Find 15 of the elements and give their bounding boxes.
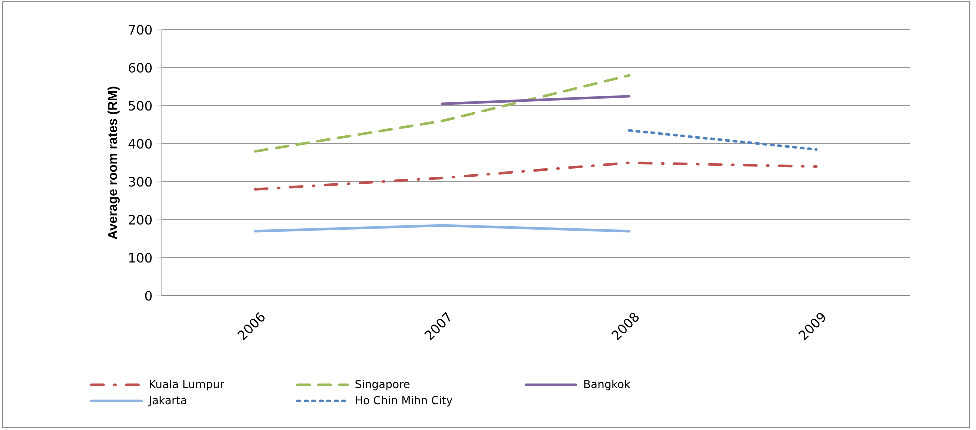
y-tick-label: 0 <box>145 291 152 301</box>
y-tick-label: 400 <box>128 139 152 149</box>
y-tick-label: 500 <box>129 101 152 111</box>
y-tick-label: 700 <box>129 25 152 35</box>
line-series <box>254 162 818 191</box>
legend-label: Kuala Lumpur <box>150 380 224 391</box>
legend-label: Singapore <box>356 380 410 391</box>
y-tick-label: 200 <box>129 215 152 225</box>
y-tick-label: 100 <box>130 253 152 263</box>
y-tick-label: 300 <box>129 177 152 187</box>
y-tick-label: 600 <box>129 63 152 73</box>
legend-label: Ho Chin Mihn City <box>356 396 453 407</box>
legend-label: Bangkok <box>584 380 631 391</box>
legend-label: Jakarta <box>148 396 186 407</box>
y-axis-title: Average room rates (RM) <box>108 86 120 240</box>
